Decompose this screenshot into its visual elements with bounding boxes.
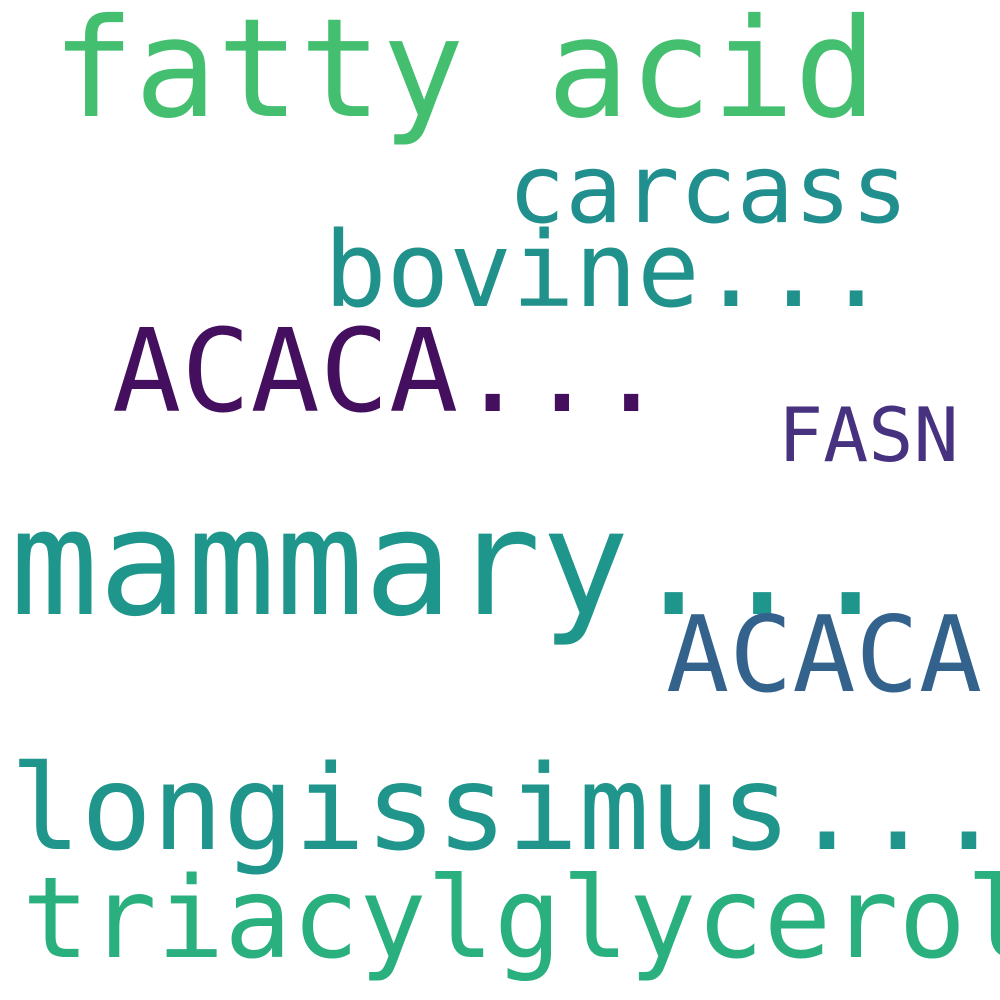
word-triacylglycerol: triacylglycerol (22, 854, 1000, 984)
word-fatty-acid: fatty acid (52, 0, 877, 149)
word-bovine: bovine... (324, 209, 888, 331)
word-acaca: ACACA (666, 594, 983, 716)
word-mammary: mammary... (10, 478, 896, 649)
word-acaca-truncated: ACACA... (112, 305, 666, 439)
word-fasn: FASN (778, 391, 959, 479)
word-longissimus: longissimus... (10, 739, 1000, 877)
word-carcass: carcass (508, 135, 909, 245)
